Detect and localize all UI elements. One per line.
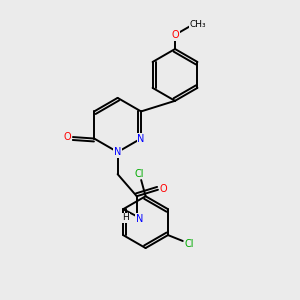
Text: N: N <box>137 134 145 143</box>
Text: Cl: Cl <box>184 239 194 249</box>
Text: N: N <box>114 147 121 157</box>
Text: O: O <box>159 184 167 194</box>
Text: N: N <box>136 214 143 224</box>
Text: O: O <box>64 132 71 142</box>
Text: CH₃: CH₃ <box>189 20 206 29</box>
Text: H: H <box>122 213 129 222</box>
Text: Cl: Cl <box>135 169 144 178</box>
Text: O: O <box>171 30 179 40</box>
